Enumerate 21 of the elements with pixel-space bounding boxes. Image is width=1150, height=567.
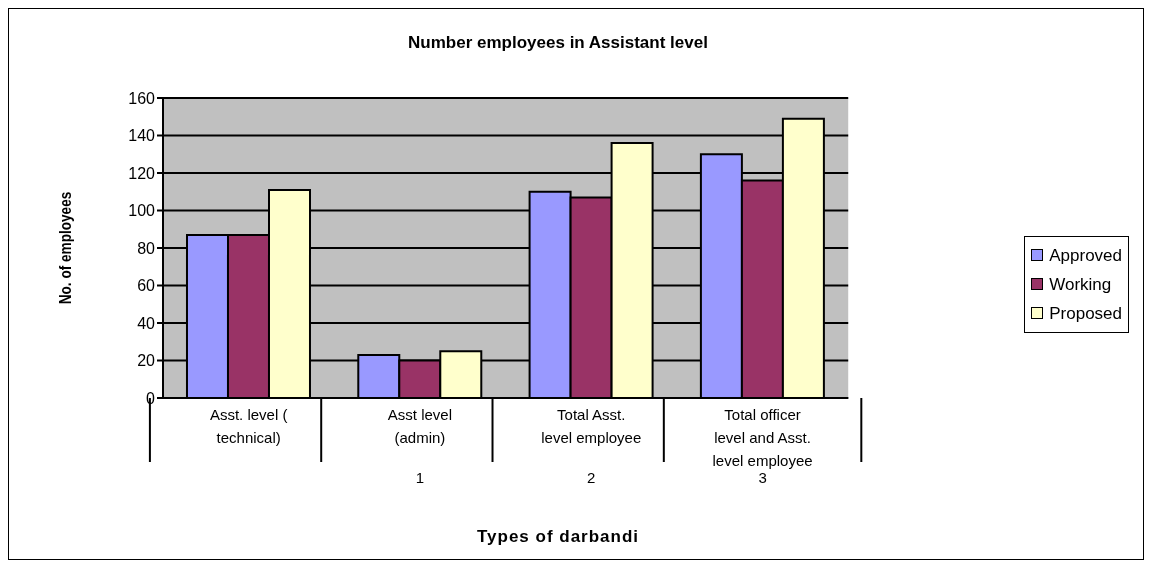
y-tick-label: 160 — [128, 89, 156, 107]
y-tick-label: 40 — [137, 314, 156, 332]
x-tick-label: Asst. level ( technical) — [209, 406, 288, 446]
y-tick-label: 140 — [128, 127, 156, 145]
chart-title: Number employees in Assistant level — [407, 33, 709, 53]
y-tick-label: 100 — [128, 202, 156, 220]
y-tick-label: 120 — [128, 164, 156, 182]
y-tick-label: 20 — [137, 352, 156, 370]
x-tick-label: Asst level (admin) — [387, 406, 453, 446]
x-axis-title: Types of darbandi — [475, 527, 641, 547]
y-tick-label: 80 — [137, 239, 156, 257]
legend-label: Approved — [1049, 244, 1122, 267]
x-tick-label: Total Asst. level employee — [541, 406, 642, 446]
legend-label: Working — [1049, 273, 1112, 296]
text: 2 — [587, 469, 596, 486]
text: 1 — [415, 469, 425, 486]
legend-label: Proposed — [1049, 302, 1122, 325]
text: 3 — [758, 469, 767, 486]
y-tick-label: 60 — [137, 277, 156, 295]
y-axis-title: No. of employees — [56, 191, 76, 305]
x-tick-label: Total officer level and Asst. level employee — [712, 406, 813, 469]
